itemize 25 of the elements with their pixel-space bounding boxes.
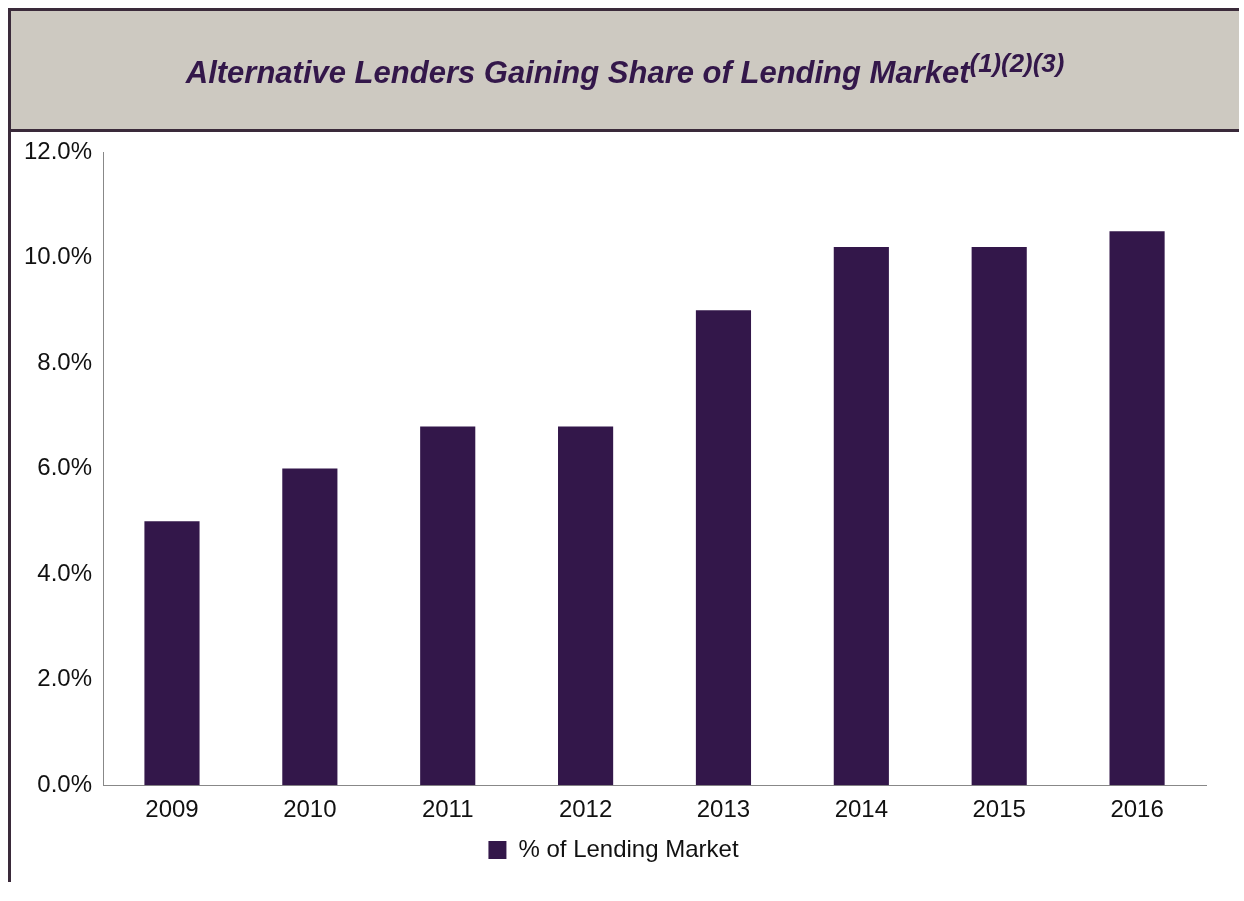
y-tick-label: 0.0% bbox=[37, 769, 93, 797]
x-tick-label: 2016 bbox=[1110, 795, 1164, 823]
bar bbox=[695, 310, 752, 786]
chart-title: Alternative Lenders Gaining Share of Lending Market$^{(1)(2)(3)}$ bbox=[185, 48, 1065, 92]
bar bbox=[1109, 231, 1165, 786]
bar bbox=[282, 468, 338, 786]
x-tick-label: 2009 bbox=[145, 795, 199, 823]
bar bbox=[420, 426, 476, 786]
y-tick-label: 12.0% bbox=[23, 136, 93, 164]
x-tick-label: 2014 bbox=[834, 795, 889, 823]
legend-label: % of Lending Market bbox=[518, 834, 739, 862]
y-tick-label: 8.0% bbox=[37, 347, 93, 375]
bar bbox=[833, 246, 889, 786]
y-tick-label: 2.0% bbox=[37, 664, 93, 692]
y-tick-label: 6.0% bbox=[37, 453, 93, 481]
x-tick-label: 2015 bbox=[972, 795, 1026, 823]
x-tick-label: 2010 bbox=[283, 795, 337, 823]
x-tick-label: 2011 bbox=[421, 795, 474, 823]
bar bbox=[971, 246, 1027, 786]
x-tick-label: 2013 bbox=[696, 795, 751, 823]
x-tick-label: 2012 bbox=[558, 795, 613, 823]
y-tick-label: 10.0% bbox=[23, 242, 93, 270]
y-tick-label: 4.0% bbox=[37, 558, 93, 586]
bar bbox=[144, 521, 200, 786]
bar bbox=[558, 426, 614, 786]
